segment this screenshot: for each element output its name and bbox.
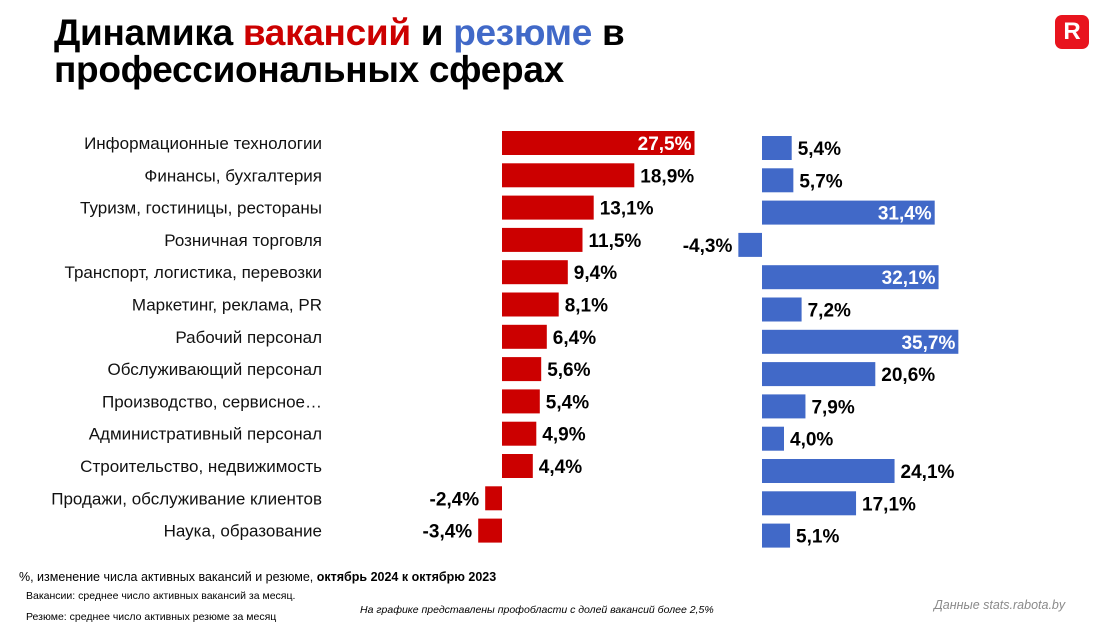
resume-bar bbox=[762, 297, 802, 322]
resume-bar bbox=[762, 329, 959, 354]
vacancy-value-label: 5,6% bbox=[547, 360, 590, 381]
vacancy-bar bbox=[502, 454, 533, 478]
resume-value-label: 31,4% bbox=[878, 204, 932, 225]
category-label: Строительство, недвижимость bbox=[80, 457, 322, 476]
vacancy-bar bbox=[502, 195, 594, 220]
vacancy-value-label: 9,4% bbox=[574, 263, 617, 284]
note-main: %, изменение числа активных вакансий и р… bbox=[19, 570, 317, 584]
resume-bar bbox=[762, 168, 794, 193]
category-label: Административный персонал bbox=[89, 425, 322, 444]
vacancy-value-label: 6,4% bbox=[553, 328, 596, 349]
resume-value-label: 7,2% bbox=[808, 301, 851, 322]
category-label: Обслуживающий персонал bbox=[107, 360, 322, 379]
vacancy-bar bbox=[502, 292, 559, 317]
resume-bar bbox=[762, 136, 792, 160]
vacancy-bar bbox=[478, 518, 502, 543]
vacancy-value-label: 5,4% bbox=[546, 392, 589, 413]
resume-bar bbox=[762, 459, 895, 483]
resume-bar bbox=[762, 426, 784, 451]
resume-bar bbox=[762, 523, 791, 548]
data-source: Данные stats.rabota.by bbox=[934, 598, 1066, 612]
vacancy-bar bbox=[502, 260, 568, 285]
vacancy-bar bbox=[502, 357, 542, 382]
vacancy-bar bbox=[485, 486, 502, 511]
resume-bar bbox=[762, 200, 935, 225]
category-label: Рабочий персонал bbox=[175, 328, 322, 347]
category-label: Розничная торговля bbox=[164, 231, 322, 250]
vacancy-value-label: -3,4% bbox=[423, 522, 473, 543]
vacancy-value-label: 4,4% bbox=[539, 457, 582, 478]
resume-bar bbox=[762, 362, 876, 387]
category-label: Наука, образование bbox=[164, 522, 322, 541]
resume-bar bbox=[762, 491, 857, 516]
chart-note: %, изменение числа активных вакансий и р… bbox=[19, 570, 496, 584]
resume-value-label: 4,0% bbox=[790, 430, 833, 451]
title-text: и bbox=[410, 12, 454, 53]
category-label: Продажи, обслуживание клиентов bbox=[51, 489, 322, 508]
vacancy-value-label: 8,1% bbox=[565, 296, 608, 317]
vacancy-value-label: 11,5% bbox=[589, 231, 642, 252]
vacancy-value-label: 4,9% bbox=[542, 425, 585, 446]
resume-bar bbox=[738, 232, 762, 257]
category-label: Транспорт, логистика, перевозки bbox=[65, 263, 322, 282]
vacancy-bar bbox=[502, 324, 547, 349]
resume-value-label: 35,7% bbox=[901, 333, 955, 354]
note-period: октябрь 2024 к октябрю 2023 bbox=[316, 570, 497, 584]
vacancy-value-label: 13,1% bbox=[600, 199, 654, 220]
title-resumes-word: резюме bbox=[453, 12, 593, 53]
title-line-1: Динамика вакансий и резюме в bbox=[54, 12, 625, 53]
category-label: Производство, сервисное… bbox=[102, 392, 322, 411]
resume-value-label: 17,1% bbox=[862, 494, 916, 515]
resume-value-label: 5,1% bbox=[796, 527, 839, 548]
category-label: Маркетинг, реклама, PR bbox=[132, 296, 322, 315]
vacancy-bar bbox=[502, 389, 540, 414]
title-text: в bbox=[592, 12, 625, 53]
category-label: Финансы, бухгалтерия bbox=[144, 166, 322, 185]
vacancy-bar bbox=[502, 163, 635, 188]
title-text: Динамика bbox=[54, 12, 243, 53]
resume-value-label: 24,1% bbox=[901, 462, 955, 483]
category-label: Информационные технологии bbox=[84, 134, 322, 153]
vacancy-value-label: 27,5% bbox=[638, 134, 692, 155]
vacancy-value-label: 18,9% bbox=[640, 166, 694, 187]
resume-value-label: -4,3% bbox=[683, 236, 733, 257]
resume-value-label: 32,1% bbox=[882, 268, 936, 289]
vacancy-bar bbox=[502, 227, 583, 252]
resume-value-label: 7,9% bbox=[811, 397, 854, 418]
resume-value-label: 20,6% bbox=[881, 365, 935, 386]
vacancy-value-label: -2,4% bbox=[430, 489, 480, 510]
category-label: Туризм, гостиницы, рестораны bbox=[80, 199, 322, 218]
note-share: На графике представлены профобласти с до… bbox=[360, 604, 714, 616]
note-resumes: Резюме: среднее число активных резюме за… bbox=[26, 611, 277, 623]
resume-bar bbox=[762, 394, 806, 419]
bar-chart: Информационные технологии 27,5% 5,4% Финанс… bbox=[51, 131, 959, 548]
note-vacancies: Вакансии: среднее число активных ваканси… bbox=[26, 590, 296, 602]
resume-bar bbox=[762, 265, 939, 290]
vacancy-bar bbox=[502, 421, 537, 446]
chart-title: Динамика вакансий и резюме в профессиона… bbox=[54, 12, 625, 90]
title-line-2: профессиональных сферах bbox=[54, 49, 564, 90]
rabota-logo: R bbox=[1055, 15, 1089, 49]
title-vacancies-word: вакансий bbox=[242, 12, 411, 53]
resume-value-label: 5,7% bbox=[799, 171, 842, 192]
resume-value-label: 5,4% bbox=[798, 139, 841, 160]
vacancy-bar bbox=[502, 131, 695, 155]
